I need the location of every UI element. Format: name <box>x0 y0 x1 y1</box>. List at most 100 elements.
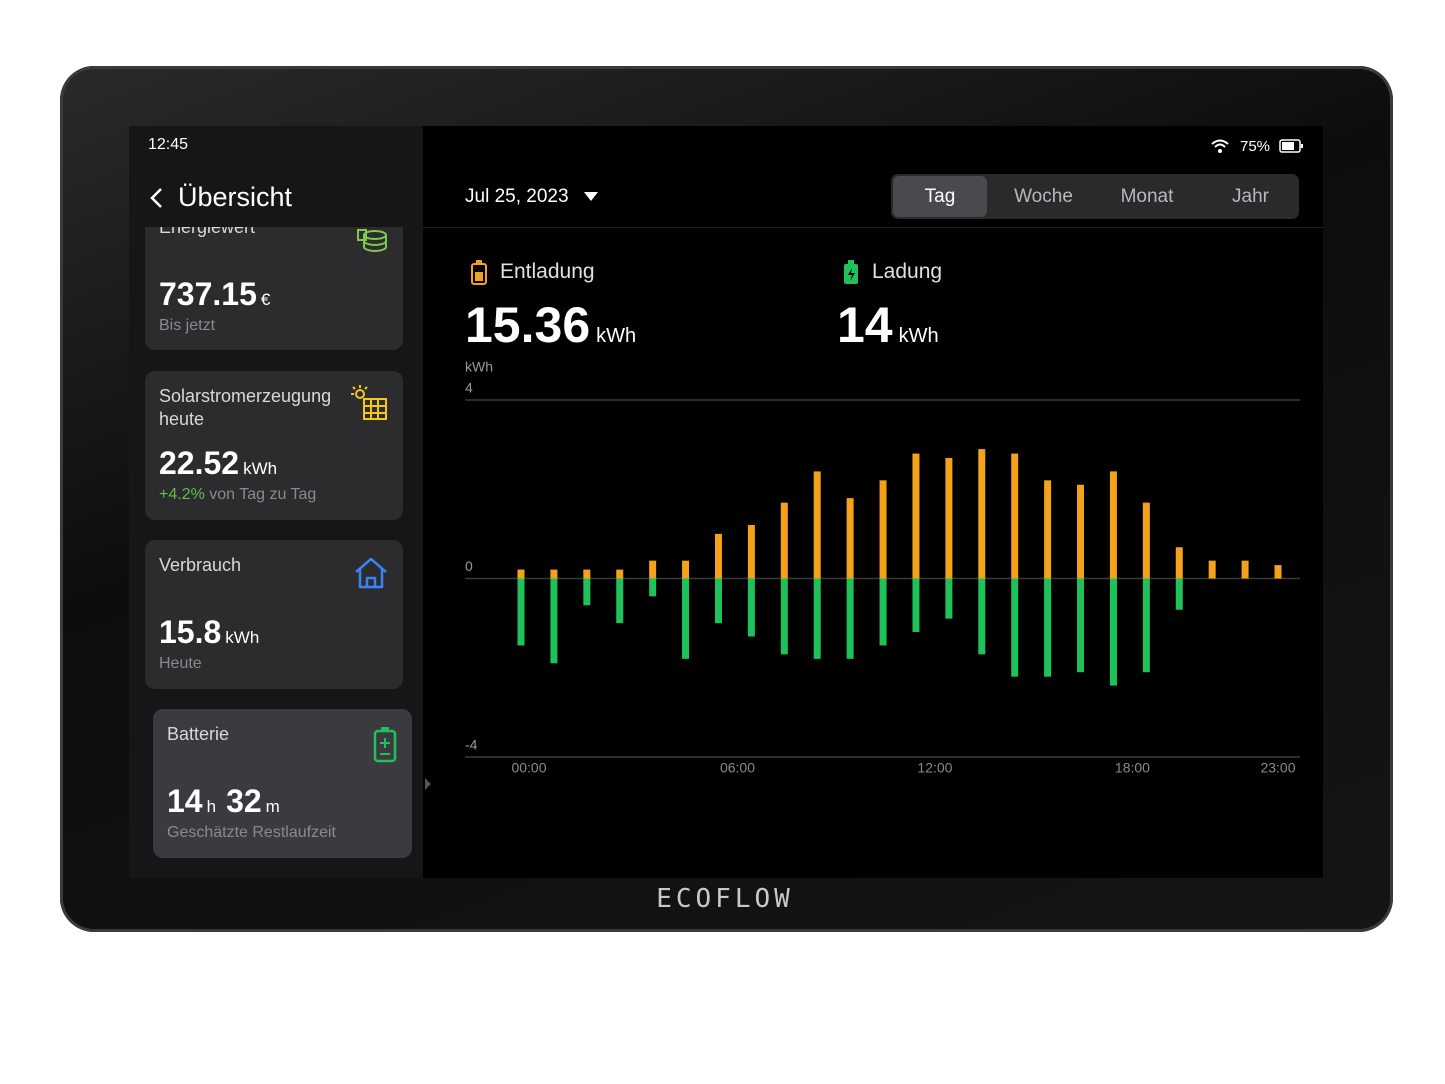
bar <box>583 578 591 606</box>
bar <box>879 578 887 646</box>
battery-icon <box>1279 139 1303 153</box>
bar <box>1077 578 1085 673</box>
dropdown-arrow <box>583 192 598 201</box>
bar <box>649 578 657 597</box>
status-time: 12:45 <box>148 136 189 153</box>
home-icon <box>355 557 387 589</box>
total-value: 15.36 <box>465 297 591 353</box>
tab[interactable]: Jahr <box>1232 186 1269 207</box>
x-tick-label: 12:00 <box>917 760 952 776</box>
bar <box>714 578 722 624</box>
bar <box>978 449 986 579</box>
bar <box>1109 578 1117 686</box>
coins-icon <box>357 229 387 253</box>
card-title: Verbrauch <box>159 555 242 575</box>
bar <box>1208 560 1216 579</box>
bar <box>517 578 525 646</box>
card-sub: Heute <box>159 655 202 672</box>
x-tick-label: 18:00 <box>1115 760 1150 776</box>
x-tick-label: 06:00 <box>720 760 755 776</box>
bar <box>616 569 624 579</box>
card-sub: von Tag zu Tag <box>209 486 317 503</box>
hours-unit: h <box>206 797 217 816</box>
bar <box>945 578 953 619</box>
solar-icon <box>351 385 387 420</box>
tab[interactable]: Tag <box>893 176 987 217</box>
back-button[interactable] <box>148 186 166 210</box>
collapse-handle[interactable] <box>423 776 433 792</box>
card-value: 737.15 <box>159 276 257 312</box>
bar <box>1142 578 1150 673</box>
consumption-card[interactable]: Verbrauch 15.8 kWh Heute <box>145 540 403 689</box>
bar <box>879 480 887 579</box>
bar <box>517 569 525 579</box>
date-picker[interactable]: Jul 25, 2023 <box>465 186 600 208</box>
total: 14 kWh <box>837 296 939 354</box>
card-sub: Geschätzte Restlaufzeit <box>167 824 336 841</box>
bar <box>912 578 920 633</box>
bar <box>1011 578 1019 677</box>
total-label: Entladung <box>500 260 595 283</box>
bar <box>813 578 821 659</box>
battery-card[interactable]: Batterie 14 h 32 m Geschätzte Restlaufzeit <box>153 709 412 858</box>
bar <box>1142 502 1150 579</box>
total-label: Ladung <box>872 260 943 283</box>
battery-charge-icon <box>373 727 397 763</box>
hours: 14 <box>167 783 203 819</box>
status-battery: 75% <box>1240 138 1271 155</box>
bar <box>616 578 624 624</box>
bar <box>682 560 690 579</box>
bar <box>813 471 821 579</box>
bar <box>1044 578 1052 677</box>
bar <box>1274 565 1282 579</box>
card-unit: kWh <box>225 628 260 647</box>
bar <box>1077 484 1085 579</box>
bar <box>1175 547 1183 579</box>
bar <box>1241 560 1249 579</box>
x-tick-label: 23:00 <box>1260 760 1295 776</box>
discharge-icon <box>471 260 487 285</box>
card-title: Solarstromerzeugung heute <box>159 386 332 429</box>
sidebar-header <box>129 170 423 227</box>
y-axis-label: kWh <box>465 359 493 375</box>
card-unit: kWh <box>243 459 278 478</box>
bar <box>649 560 657 579</box>
bar <box>945 458 953 579</box>
wifi-icon <box>1211 139 1229 153</box>
card-value: 15.8 <box>159 614 222 650</box>
date: Jul 25, 2023 <box>465 186 569 207</box>
total-unit: kWh <box>596 325 637 347</box>
charge-icon <box>844 260 858 284</box>
tab[interactable]: Monat <box>1120 186 1174 207</box>
bar <box>550 569 558 579</box>
total-unit: kWh <box>898 325 939 347</box>
sidebar-title: Übersicht <box>178 182 293 212</box>
card-title: Batterie <box>167 724 230 744</box>
x-tick-label: 00:00 <box>511 760 546 776</box>
bar <box>550 578 558 664</box>
bar <box>978 578 986 655</box>
card-change: +4.2% <box>159 486 205 503</box>
solar-card[interactable]: Solarstromerzeugung heute 22.52 kWh +4.2%… <box>145 371 403 520</box>
card-value: 22.52 <box>159 445 240 481</box>
card-unit: € <box>260 290 271 309</box>
brand-logo: ECOFLOW <box>656 884 794 914</box>
y-tick-label: -4 <box>465 737 478 753</box>
bar <box>1175 578 1183 610</box>
total-value: 14 <box>837 297 893 353</box>
bar <box>780 502 788 579</box>
bar <box>747 524 755 579</box>
tab[interactable]: Woche <box>1014 186 1073 207</box>
bar <box>714 533 722 579</box>
bar <box>1109 471 1117 579</box>
bar <box>682 578 690 659</box>
minutes: 32 <box>226 783 262 819</box>
bar <box>846 578 854 659</box>
y-tick-label: 4 <box>465 380 473 396</box>
y-tick-label: 0 <box>465 558 473 574</box>
bar <box>747 578 755 637</box>
bar <box>1044 480 1052 579</box>
bar <box>912 453 920 579</box>
